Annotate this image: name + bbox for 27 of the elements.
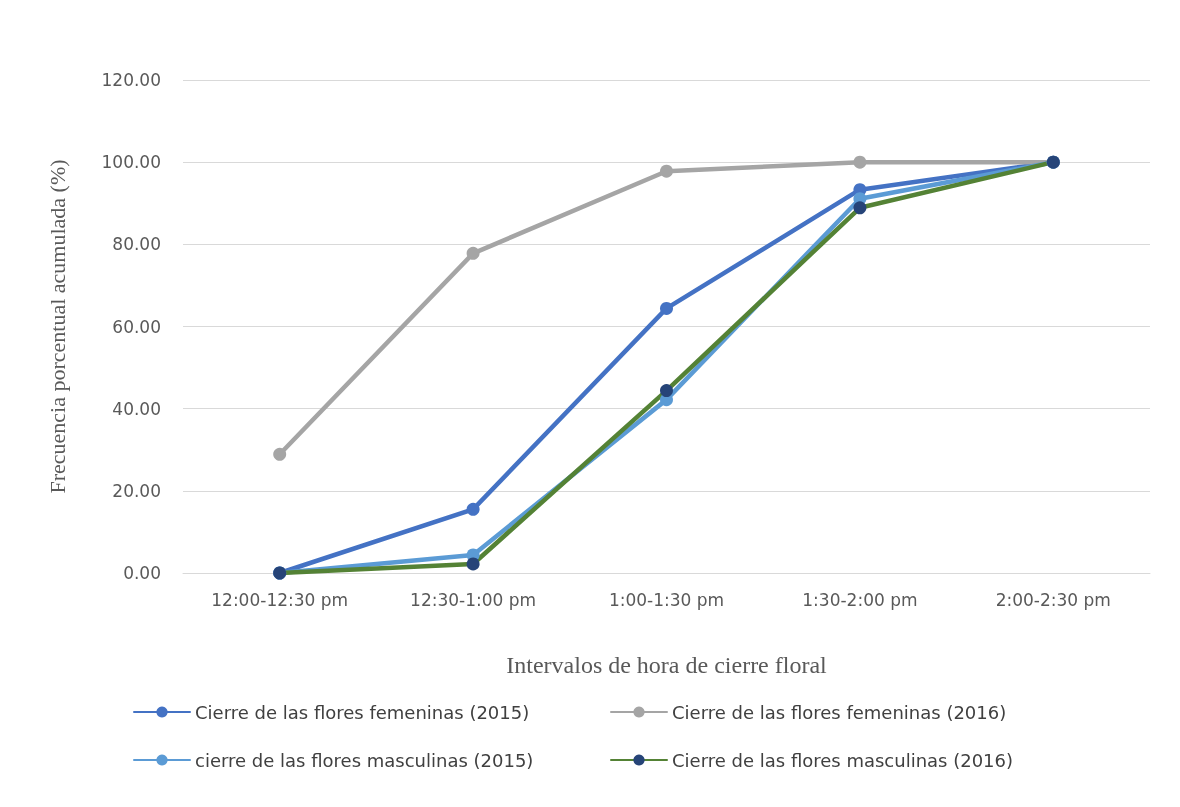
point (853, 155, 867, 169)
point (853, 201, 867, 215)
point (660, 164, 673, 178)
x-axis-title: Intervalos de hora de cierre floral (506, 652, 828, 678)
y-tick-label: 120.00 (101, 70, 161, 90)
y-tick-label: 80.00 (112, 234, 161, 255)
x-tick-label: 1:00-1:30 pm (608, 589, 725, 610)
point (466, 557, 480, 571)
point (466, 246, 480, 260)
y-tick-label: 60.00 (112, 316, 161, 337)
y-tick-label: 40.00 (112, 398, 161, 419)
point (466, 502, 480, 516)
x-tick-label: 1:30-2:00 pm (802, 589, 918, 610)
y-tick-label: 20.00 (112, 480, 161, 501)
legend-label: Cierre de las flores masculinas (2016) (672, 749, 1014, 771)
x-tick-label: 2:00-2:30 pm (995, 589, 1111, 610)
point (660, 301, 673, 315)
legend-label: Cierre de las flores femeninas (2015) (195, 701, 530, 723)
x-tick-label: 12:00-12:30 pm (211, 589, 349, 610)
legend-label: Cierre de las flores femeninas (2016) (672, 701, 1007, 723)
y-tick-label: 100.00 (101, 152, 161, 173)
y-axis-title: Frecuencia porcentual acumulada (%) (44, 159, 70, 494)
point (660, 384, 673, 398)
point (273, 447, 287, 461)
x-tick-label: 12:30-1:00 pm (410, 589, 537, 610)
legend-label: cierre de las flores masculinas (2015) (195, 749, 534, 771)
y-tick-label: 0.00 (123, 563, 161, 583)
